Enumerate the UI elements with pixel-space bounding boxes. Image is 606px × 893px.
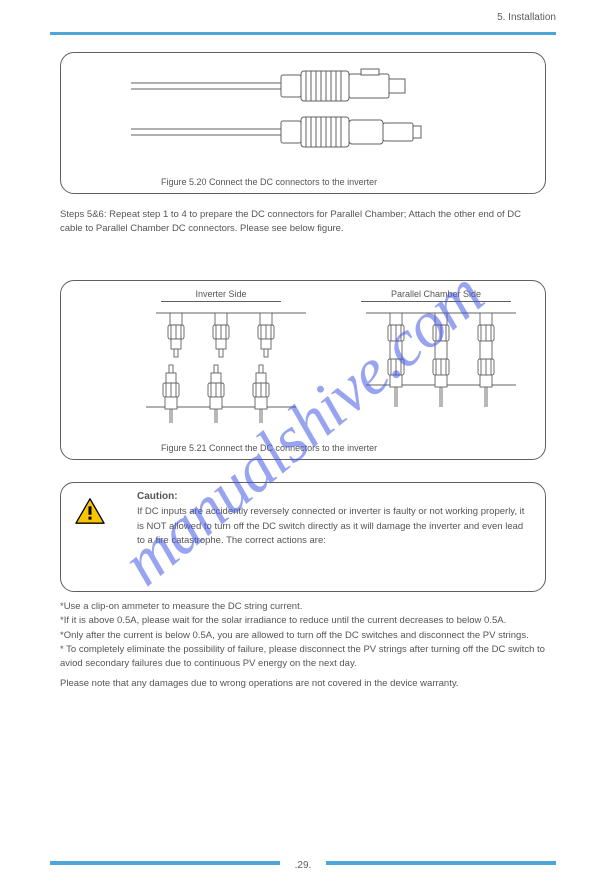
top-rule: [50, 32, 556, 35]
caution-box: Caution: If DC inputs are accidently rev…: [60, 482, 546, 592]
figure-5-20-label: Figure 5.20 Connect the DC connectors to…: [161, 177, 377, 187]
figure-5-20-box: Figure 5.20 Connect the DC connectors to…: [60, 52, 546, 194]
bullet-2: *If it is above 0.5A, please wait for th…: [60, 614, 546, 628]
warranty-note: Please note that any damages due to wron…: [60, 677, 546, 691]
warning-icon: [75, 497, 105, 525]
section-header: 5. Installation: [497, 12, 556, 23]
figure-5-21-box: Inverter Side Parallel Chamber Side: [60, 280, 546, 460]
bullet-1: *Use a clip-on ammeter to measure the DC…: [60, 600, 546, 614]
figure-5-21-label: Figure 5.21 Connect the DC connectors to…: [161, 443, 377, 453]
bullet-4: * To completely eliminate the possibilit…: [60, 643, 546, 672]
inverter-side-connectors: [146, 307, 316, 427]
caution-title: Caution:: [137, 491, 178, 502]
bullet-3: *Only after the current is below 0.5A, y…: [60, 629, 546, 643]
post-caution-text: *Use a clip-on ammeter to measure the DC…: [60, 600, 546, 692]
caution-body: If DC inputs are accidently reversely co…: [137, 505, 525, 549]
page-number: .29.: [0, 860, 606, 871]
steps-5-6-text: Steps 5&6: Repeat step 1 to 4 to prepare…: [60, 208, 546, 237]
parallel-chamber-connectors: [361, 307, 521, 427]
parallel-chamber-side-label: Parallel Chamber Side: [361, 289, 511, 302]
connector-pair-large: [131, 65, 451, 165]
inverter-side-label: Inverter Side: [161, 289, 281, 302]
